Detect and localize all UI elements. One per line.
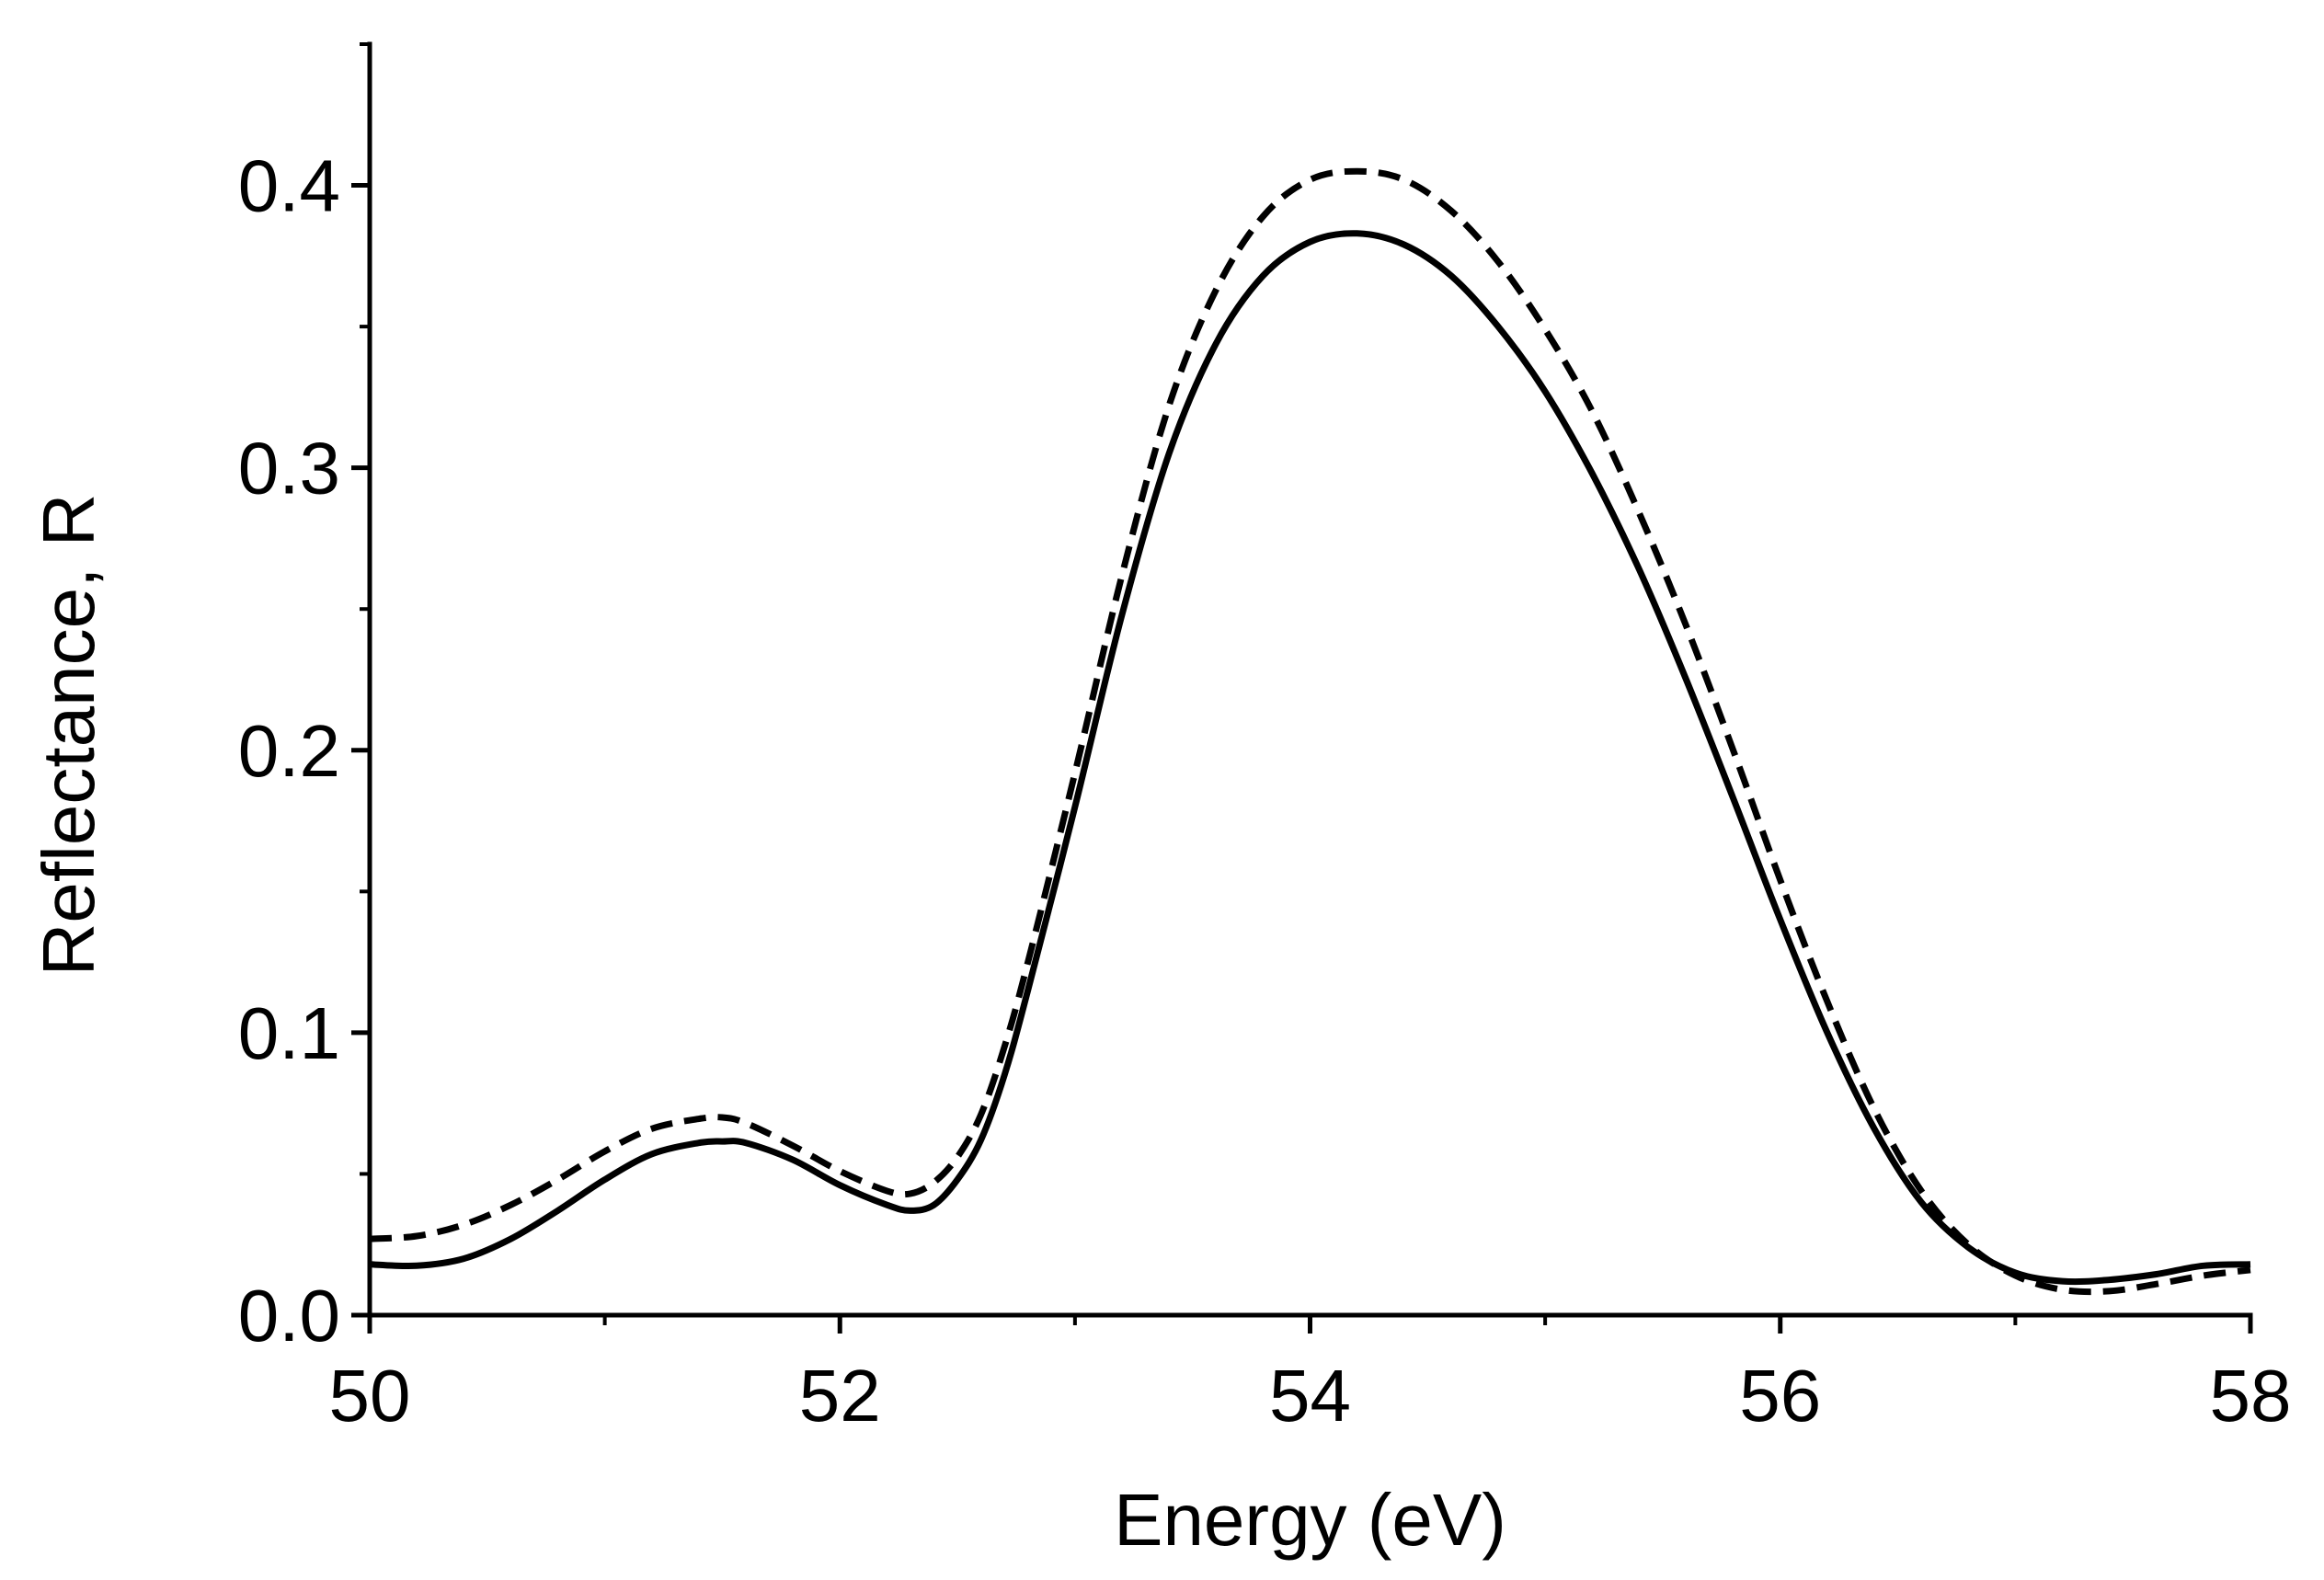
x-axis-title: Energy (eV) xyxy=(1114,1479,1506,1561)
x-tick-label: 52 xyxy=(799,1355,881,1437)
y-tick-label: 0.2 xyxy=(238,710,340,792)
plot-series xyxy=(369,167,2251,1296)
x-tick-labels: 50 52 54 56 58 xyxy=(329,1355,2292,1437)
minor-ticks xyxy=(360,42,2018,1325)
series-line-dashed xyxy=(369,167,2251,1296)
series-line-solid xyxy=(369,230,2251,1286)
y-tick-label: 0.0 xyxy=(238,1275,340,1357)
y-tick-label: 0.4 xyxy=(238,145,340,227)
y-axis-title: Reflectance, R xyxy=(28,494,109,977)
x-tick-label: 50 xyxy=(329,1355,411,1437)
major-ticks xyxy=(351,183,2253,1334)
x-tick-label: 58 xyxy=(2210,1355,2292,1437)
x-tick-label: 56 xyxy=(1739,1355,1821,1437)
x-tick-label: 54 xyxy=(1269,1355,1351,1437)
y-tick-labels: 0.0 0.1 0.2 0.3 0.4 xyxy=(238,145,340,1357)
y-tick-label: 0.3 xyxy=(238,428,340,509)
y-tick-label: 0.1 xyxy=(238,992,340,1074)
